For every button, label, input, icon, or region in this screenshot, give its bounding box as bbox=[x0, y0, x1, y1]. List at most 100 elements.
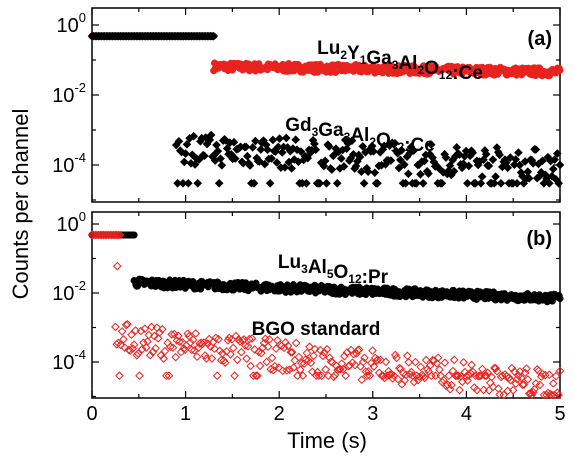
panel-b: 100 10-2 10-4 (b) Lu3Al5O12:Pr BGO standard bbox=[52, 209, 565, 400]
data-point bbox=[119, 335, 128, 344]
data-point bbox=[183, 329, 193, 338]
data-point bbox=[556, 295, 564, 303]
data-point bbox=[133, 349, 143, 358]
data-point bbox=[515, 160, 525, 170]
data-point bbox=[332, 178, 342, 188]
panel-a: 100 10-2 10-4 (a) Lu2Y1Ga3Al2O12:Ce Gd3Ga3Al2… bbox=[52, 7, 565, 203]
data-point bbox=[307, 367, 317, 377]
data-point bbox=[339, 162, 349, 171]
data-point bbox=[514, 148, 523, 157]
data-point bbox=[404, 169, 413, 179]
data-point bbox=[317, 371, 326, 381]
data-point bbox=[224, 333, 234, 343]
data-point bbox=[262, 357, 272, 367]
data-point bbox=[267, 353, 277, 363]
data-point bbox=[265, 178, 275, 188]
data-point bbox=[256, 145, 266, 154]
data-point bbox=[506, 375, 515, 385]
data-point bbox=[182, 140, 192, 149]
data-point bbox=[479, 385, 488, 395]
data-point bbox=[219, 356, 229, 365]
data-point bbox=[135, 371, 144, 381]
data-point bbox=[325, 353, 334, 363]
data-point bbox=[143, 337, 152, 346]
data-point bbox=[463, 376, 472, 385]
data-point bbox=[474, 371, 483, 381]
y-tick-label: 10-2 bbox=[52, 80, 86, 107]
data-point bbox=[465, 368, 475, 378]
data-point bbox=[240, 341, 250, 350]
data-point bbox=[544, 370, 554, 380]
data-point bbox=[115, 230, 125, 240]
data-point bbox=[229, 137, 239, 147]
data-point bbox=[459, 358, 468, 367]
data-point bbox=[487, 372, 497, 382]
data-point bbox=[320, 348, 329, 357]
data-point bbox=[368, 346, 377, 355]
data-point bbox=[511, 379, 521, 388]
data-point bbox=[467, 360, 476, 370]
data-point bbox=[523, 375, 533, 384]
data-point bbox=[278, 366, 288, 376]
data-point bbox=[249, 371, 258, 381]
data-point bbox=[544, 178, 554, 188]
data-point bbox=[291, 338, 301, 348]
data-point bbox=[530, 384, 539, 394]
data-point bbox=[427, 371, 436, 381]
data-point bbox=[263, 342, 273, 352]
data-point bbox=[289, 363, 298, 372]
data-point bbox=[213, 146, 223, 156]
data-point bbox=[214, 178, 224, 188]
data-point bbox=[449, 355, 459, 365]
data-point bbox=[283, 341, 293, 351]
data-point bbox=[319, 161, 329, 171]
data-point bbox=[263, 145, 272, 155]
data-point bbox=[255, 361, 265, 371]
data-point bbox=[495, 150, 504, 160]
data-point bbox=[354, 345, 364, 354]
data-point bbox=[355, 152, 365, 162]
data-point bbox=[538, 156, 547, 166]
series-label: Lu2Y1Ga3Al2O12:Ce bbox=[317, 38, 483, 84]
data-point bbox=[363, 167, 373, 177]
data-point bbox=[265, 335, 274, 344]
data-point bbox=[376, 355, 385, 365]
data-point bbox=[488, 382, 498, 392]
data-point bbox=[296, 147, 306, 156]
data-point bbox=[168, 343, 178, 353]
y-tick-label: 100 bbox=[57, 10, 86, 37]
data-point bbox=[447, 380, 456, 390]
data-point bbox=[550, 390, 559, 400]
data-point bbox=[527, 390, 537, 400]
data-point bbox=[407, 367, 416, 377]
data-point bbox=[476, 178, 486, 188]
data-point bbox=[149, 331, 159, 341]
data-point bbox=[388, 374, 397, 383]
data-point bbox=[364, 367, 373, 376]
data-point bbox=[324, 371, 333, 381]
data-point bbox=[301, 355, 310, 365]
data-point bbox=[281, 338, 290, 347]
data-point bbox=[504, 373, 514, 383]
data-point bbox=[401, 178, 410, 188]
data-point bbox=[243, 151, 252, 161]
data-point bbox=[324, 142, 334, 151]
series-marks bbox=[87, 31, 565, 188]
data-point bbox=[551, 371, 561, 381]
data-point bbox=[248, 143, 258, 152]
data-point bbox=[409, 146, 419, 155]
y-tick-label: 10-2 bbox=[52, 278, 86, 305]
data-point bbox=[309, 351, 318, 361]
data-point bbox=[479, 155, 488, 165]
data-point bbox=[424, 169, 433, 178]
data-point bbox=[342, 144, 351, 154]
data-point bbox=[117, 327, 127, 336]
data-point bbox=[302, 348, 312, 358]
data-point bbox=[270, 361, 280, 371]
data-point bbox=[519, 380, 529, 389]
data-point bbox=[472, 385, 482, 395]
data-point bbox=[315, 178, 325, 188]
data-point bbox=[415, 372, 424, 382]
data-point bbox=[489, 178, 499, 188]
